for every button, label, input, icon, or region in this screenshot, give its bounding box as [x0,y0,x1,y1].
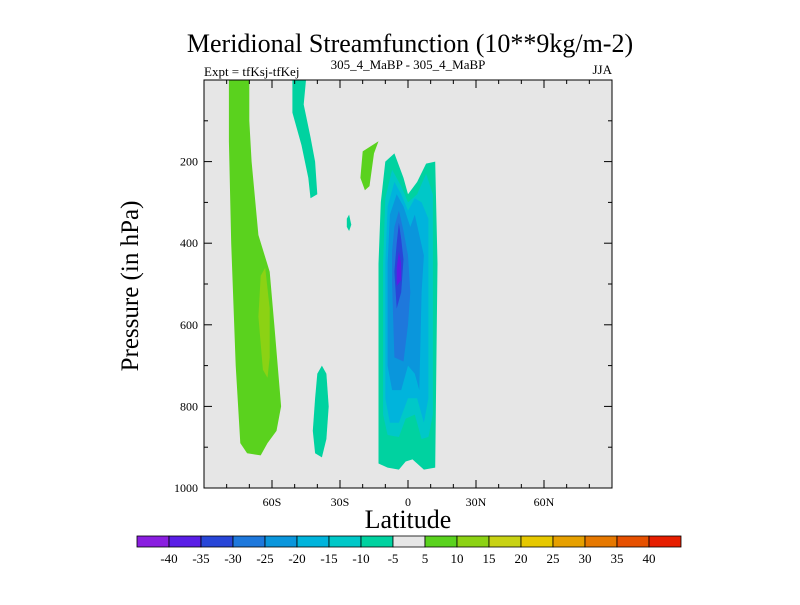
colorbar-swatch [328,535,362,548]
plot-area-frame [203,79,613,489]
colorbar-label: 10 [451,551,464,566]
colorbar-label: -5 [388,551,399,566]
colorbar-swatch [296,535,330,548]
colorbar-label: -40 [160,551,177,566]
colorbar-label: -15 [320,551,337,566]
colorbar-swatch [168,535,202,548]
colorbar-swatch [520,535,554,548]
y-tick-label: 1000 [174,481,198,495]
contour-region-lower-cyan-strip [312,365,329,458]
contour-regions [228,80,438,470]
contour-region-sh-green-band-inner [258,267,270,378]
colorbar-label: 20 [515,551,528,566]
colorbar-label: 25 [547,551,560,566]
chart-left-string: Expt = tfKsj-tfKej [204,64,299,79]
colorbar-label: 5 [422,551,429,566]
colorbar-label: -30 [224,551,241,566]
colorbar-swatch [488,535,522,548]
colorbar-label: -20 [288,551,305,566]
x-tick-label: 30S [331,495,350,509]
chart-title: Meridional Streamfunction (10**9kg/m-2) [187,29,633,58]
colorbar-swatch [360,535,394,548]
colorbar-swatch [648,535,682,548]
colorbar-label: 40 [643,551,656,566]
contour-region-nh-hadley-cell-core [396,251,402,286]
x-tick-label: 60S [263,495,282,509]
colorbar-label: 35 [611,551,624,566]
colorbar-swatch [200,535,234,548]
colorbar: -40 -35 -30 -25 -20 -15 -10 -5 5 10 15 20 25 30 35 40 [136,535,682,566]
x-tick-label: 0 [405,495,411,509]
contour-region-small-cyan-patch [346,214,352,231]
colorbar-label: -10 [352,551,369,566]
colorbar-swatch [264,535,298,548]
colorbar-label: -35 [192,551,209,566]
colorbar-swatch [456,535,490,548]
x-axis-label: Latitude [365,505,452,534]
axis-ticks: 60S 30S 0 30N 60N 200 400 600 800 1000 [174,80,612,509]
colorbar-swatch [552,535,586,548]
colorbar-label: 30 [579,551,592,566]
contour-region-mid-green-patch [360,141,379,191]
chart-center-string: 305_4_MaBP - 305_4_MaBP [331,57,486,72]
colorbar-swatch [584,535,618,548]
colorbar-label: 15 [483,551,496,566]
y-tick-label: 800 [180,399,198,413]
colorbar-swatch [616,535,650,548]
chart-right-string: JJA [592,62,612,77]
y-tick-label: 600 [180,318,198,332]
y-tick-label: 200 [180,155,198,169]
y-tick-label: 400 [180,236,198,250]
x-tick-label: 30N [466,495,487,509]
x-tick-label: 60N [534,495,555,509]
colorbar-label: -25 [256,551,273,566]
colorbar-swatch [424,535,458,548]
colorbar-swatch [232,535,266,548]
colorbar-swatch [136,535,170,548]
y-axis-label: Pressure (in hPa) [117,201,144,372]
contour-region-upper-cyan-strip [292,80,318,199]
colorbar-swatch [392,535,426,548]
